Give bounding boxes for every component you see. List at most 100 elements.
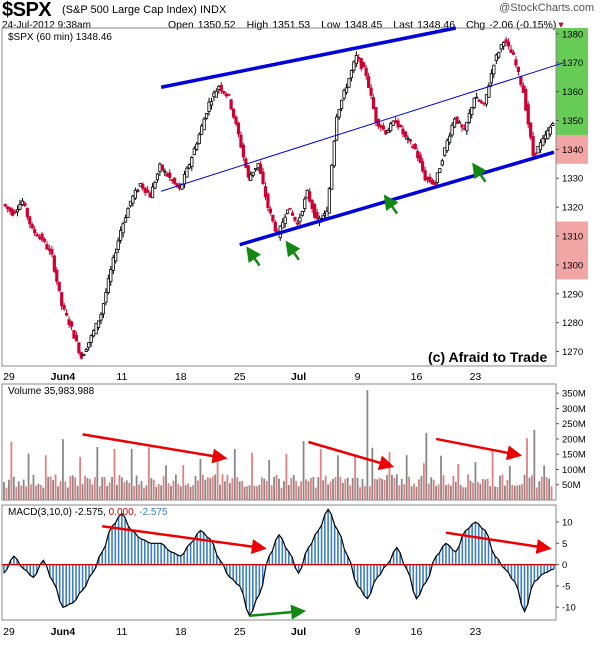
volume-bar <box>489 486 492 500</box>
candle-body <box>45 244 49 250</box>
volume-bar <box>165 465 167 500</box>
candle-body <box>551 123 555 126</box>
volume-bar <box>494 486 496 500</box>
volume-bar <box>531 475 533 500</box>
volume-bar <box>400 478 403 500</box>
volume-bar <box>76 485 79 500</box>
volume-bar <box>248 485 251 500</box>
volume-bar <box>66 487 69 500</box>
candle-body <box>396 120 400 128</box>
candle-body <box>330 164 334 190</box>
candle-body <box>371 97 376 110</box>
candle-body <box>499 44 503 50</box>
volume-bar <box>201 474 204 500</box>
candle-body <box>65 312 69 316</box>
candle-body <box>163 170 167 173</box>
candle-body <box>403 131 408 138</box>
price-panel-frame <box>1 27 557 367</box>
volume-bar <box>383 479 386 500</box>
volume-bar <box>54 474 57 500</box>
candle-body <box>502 41 506 47</box>
volume-bar <box>472 482 474 500</box>
price-tick-label: 1380 <box>562 29 583 40</box>
volume-bar <box>491 451 494 500</box>
volume-bar <box>420 475 423 500</box>
datetime: 24-Jul-2012 9:38am <box>2 20 91 31</box>
volume-bar <box>268 459 271 500</box>
volume-bar <box>12 476 15 500</box>
volume-bar <box>476 482 479 500</box>
candle-body <box>376 119 381 127</box>
volume-bar <box>359 487 361 500</box>
candle-body <box>241 144 245 158</box>
candle-body <box>128 200 133 207</box>
candle-body <box>263 186 268 198</box>
volume-bar <box>62 439 64 500</box>
volume-bar <box>157 484 160 500</box>
candle-body <box>30 224 34 229</box>
candle-body <box>15 209 20 213</box>
candle-body <box>268 208 273 214</box>
macd-panel-frame <box>1 504 557 621</box>
volume-bar <box>540 476 543 500</box>
volume-bar <box>297 486 300 500</box>
candle-body <box>133 189 137 199</box>
candle-body <box>467 112 471 123</box>
candle-body <box>141 183 145 189</box>
volume-bar <box>194 476 197 500</box>
volume-bar <box>49 476 52 500</box>
volume-bar <box>307 481 310 500</box>
volume-bar <box>52 480 55 500</box>
macd-tick-label: -5 <box>562 581 570 592</box>
candle-body <box>38 236 42 239</box>
volume-bar <box>481 479 484 500</box>
volume-bar <box>332 479 334 500</box>
volume-bar <box>123 482 126 500</box>
volume-bar <box>354 454 357 500</box>
candle-body <box>224 93 228 97</box>
price-panel: $SPX (60 min) 1348.46 1270 1280 1290 1300 131… <box>1 26 588 383</box>
candle-body <box>538 142 543 151</box>
volume-bar <box>15 486 18 500</box>
candle-body <box>123 217 128 223</box>
candle-body <box>497 52 501 58</box>
volume-bar <box>427 483 430 500</box>
volume-bar <box>302 441 305 500</box>
candle-body <box>489 73 493 84</box>
volume-bar <box>81 484 84 500</box>
candle-body <box>158 163 162 173</box>
candle-body <box>394 120 398 124</box>
candle-body <box>526 104 530 125</box>
volume-bar <box>86 477 89 500</box>
candle-body <box>207 101 211 112</box>
volume-bar <box>317 477 320 500</box>
volume-bar <box>258 484 261 500</box>
volume-bar <box>405 455 408 500</box>
volume-bar <box>89 479 91 500</box>
volume-panel-title: Volume 35,983,988 <box>8 386 95 397</box>
candle-body <box>465 121 469 132</box>
candle-body <box>153 181 157 189</box>
candle-body <box>195 143 199 150</box>
candle-body <box>246 165 250 178</box>
candle-body <box>185 167 189 178</box>
volume-bar <box>96 447 99 500</box>
candle-body <box>504 39 508 43</box>
volume-bar <box>351 477 354 500</box>
price-tick-label: 1290 <box>562 289 583 300</box>
candle-body <box>411 145 415 148</box>
volume-bar <box>238 481 241 500</box>
volume-bar <box>214 474 217 500</box>
candle-body <box>217 86 221 90</box>
volume-bar <box>334 477 337 500</box>
volume-bar <box>192 485 194 500</box>
candle-body <box>197 134 201 144</box>
volume-bar <box>378 477 381 500</box>
candle-body <box>285 209 290 214</box>
volume-bar <box>364 486 366 500</box>
candle-body <box>106 278 110 293</box>
volume-bar <box>437 484 440 500</box>
volume-bar <box>410 486 413 500</box>
candle-body <box>325 210 329 219</box>
volume-bar <box>310 477 312 500</box>
